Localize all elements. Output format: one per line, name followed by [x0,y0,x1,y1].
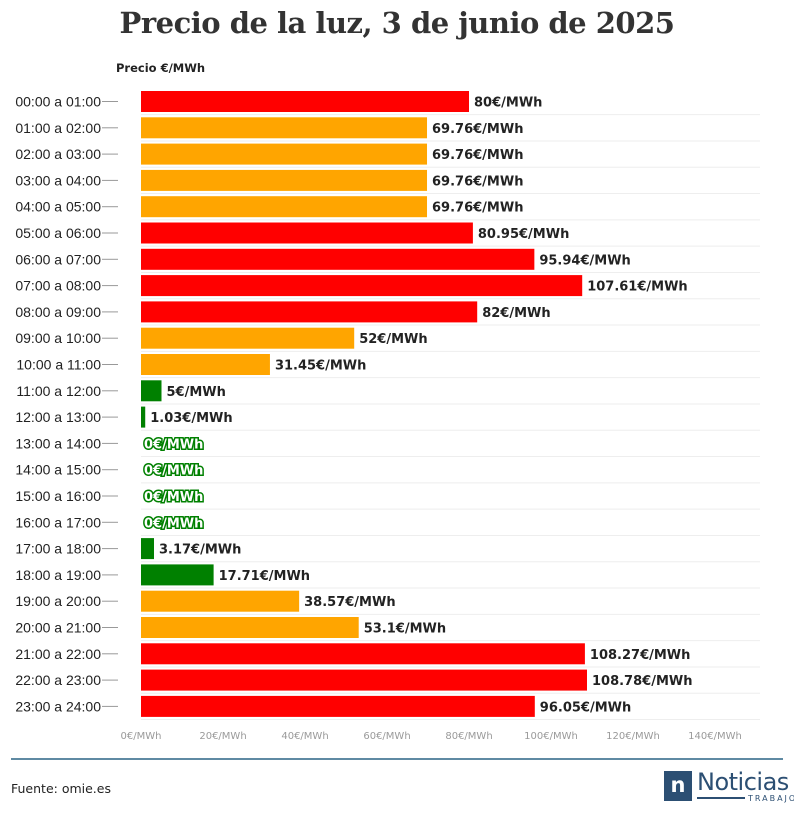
category-label: 06:00 a 07:00 [15,251,101,267]
bar-value-label: 38.57€/MWh [304,595,395,610]
category-label: 07:00 a 08:00 [15,278,101,294]
bar [141,406,146,428]
category-label: 09:00 a 10:00 [15,330,101,346]
bar [141,275,583,297]
bar [141,354,270,375]
category-label: 17:00 a 18:00 [15,541,101,557]
bar-value-label: 82€/MWh [482,306,550,321]
category-label: 04:00 a 05:00 [15,199,101,215]
x-tick-label: 120€/MWh [606,731,660,742]
chart-title: Precio de la luz, 3 de junio de 2025 [119,6,675,40]
bar [141,669,587,691]
bar [141,538,154,560]
x-tick-label: 80€/MWh [445,731,492,742]
bar-value-label: 0€/MWh [144,464,203,479]
category-label: 02:00 a 03:00 [15,146,101,162]
category-label: 18:00 a 19:00 [15,567,101,583]
bar-value-label: 0€/MWh [144,437,203,452]
source-note: Fuente: omie.es [11,781,111,796]
category-label: 05:00 a 06:00 [15,225,101,241]
category-label: 21:00 a 22:00 [15,646,101,662]
category-label: 22:00 a 23:00 [15,672,101,688]
bar-value-label: 0€/MWh [144,516,203,531]
category-label: 15:00 a 16:00 [15,488,101,504]
bar-value-label: 95.94€/MWh [539,253,630,268]
bar [141,117,428,139]
bar-value-label: 69.76€/MWh [432,201,523,216]
category-label: 23:00 a 24:00 [15,698,101,714]
bar-value-label: 80.95€/MWh [478,227,569,242]
bar-value-label: 69.76€/MWh [432,174,523,189]
category-label: 19:00 a 20:00 [15,593,101,609]
price-bar-chart: 00:00 a 01:00 80€/MWh 01:00 a 02:00 69.76€/… [15,91,760,742]
bar-value-label: 69.76€/MWh [432,148,523,163]
x-tick-label: 60€/MWh [363,731,410,742]
bar [141,91,469,112]
bar [141,143,428,165]
bar [141,617,359,638]
bar-value-label: 1.03€/MWh [150,411,232,426]
category-label: 12:00 a 13:00 [15,409,101,425]
x-tick-label: 140€/MWh [688,731,742,742]
logo-mark: n [664,771,692,801]
bar [141,380,162,402]
category-label: 13:00 a 14:00 [15,435,101,451]
bar-value-label: 0€/MWh [144,490,203,505]
x-tick-label: 20€/MWh [199,731,246,742]
category-label: 01:00 a 02:00 [15,120,101,136]
category-label: 00:00 a 01:00 [15,94,101,110]
bar-value-label: 69.76€/MWh [432,122,523,137]
x-tick-label: 40€/MWh [281,731,328,742]
bar [141,327,355,349]
bar [141,169,428,191]
category-label: 08:00 a 09:00 [15,304,101,320]
logo-subtitle: TRABAJO [748,794,794,803]
footer-divider [11,758,783,760]
logo-rule [697,797,745,799]
bar [141,643,585,665]
bar-value-label: 5€/MWh [167,385,226,400]
bar-value-label: 52€/MWh [359,332,427,347]
bar-value-label: 3.17€/MWh [159,543,241,558]
bar-value-label: 17.71€/MWh [219,569,310,584]
category-label: 10:00 a 11:00 [16,357,101,373]
noticias-trabajo-logo[interactable]: n Noticias TRABAJO [664,768,794,803]
x-tick-label: 0€/MWh [121,731,162,742]
y-axis-label: Precio €/MWh [116,61,206,75]
category-label: 20:00 a 21:00 [15,620,101,636]
bar-value-label: 108.27€/MWh [590,648,691,663]
bar-value-label: 107.61€/MWh [587,280,688,295]
category-label: 03:00 a 04:00 [15,172,101,188]
bar-value-label: 31.45€/MWh [275,359,366,374]
bar [141,196,428,218]
bar [141,564,214,586]
category-label: 11:00 a 12:00 [16,383,101,399]
bar [141,248,535,270]
x-tick-label: 100€/MWh [524,731,578,742]
bar [141,695,535,717]
bar [141,222,473,244]
bar [141,301,478,323]
bar-value-label: 53.1€/MWh [364,622,446,637]
logo-wordmark: Noticias [697,768,789,796]
category-label: 14:00 a 15:00 [15,462,101,478]
bar-value-label: 80€/MWh [474,96,542,111]
category-label: 16:00 a 17:00 [15,514,101,530]
bar [141,590,300,612]
bar-value-label: 96.05€/MWh [540,700,631,715]
bar-value-label: 108.78€/MWh [592,674,693,689]
logo-mark-letter: n [670,773,686,797]
